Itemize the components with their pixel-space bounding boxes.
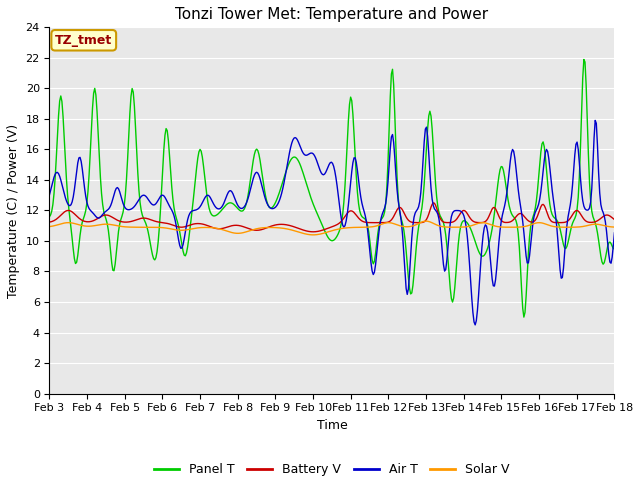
- Legend: Panel T, Battery V, Air T, Solar V: Panel T, Battery V, Air T, Solar V: [149, 458, 515, 480]
- X-axis label: Time: Time: [317, 419, 348, 432]
- Text: TZ_tmet: TZ_tmet: [55, 34, 113, 47]
- Y-axis label: Temperature (C) / Power (V): Temperature (C) / Power (V): [7, 123, 20, 298]
- Title: Tonzi Tower Met: Temperature and Power: Tonzi Tower Met: Temperature and Power: [175, 7, 488, 22]
